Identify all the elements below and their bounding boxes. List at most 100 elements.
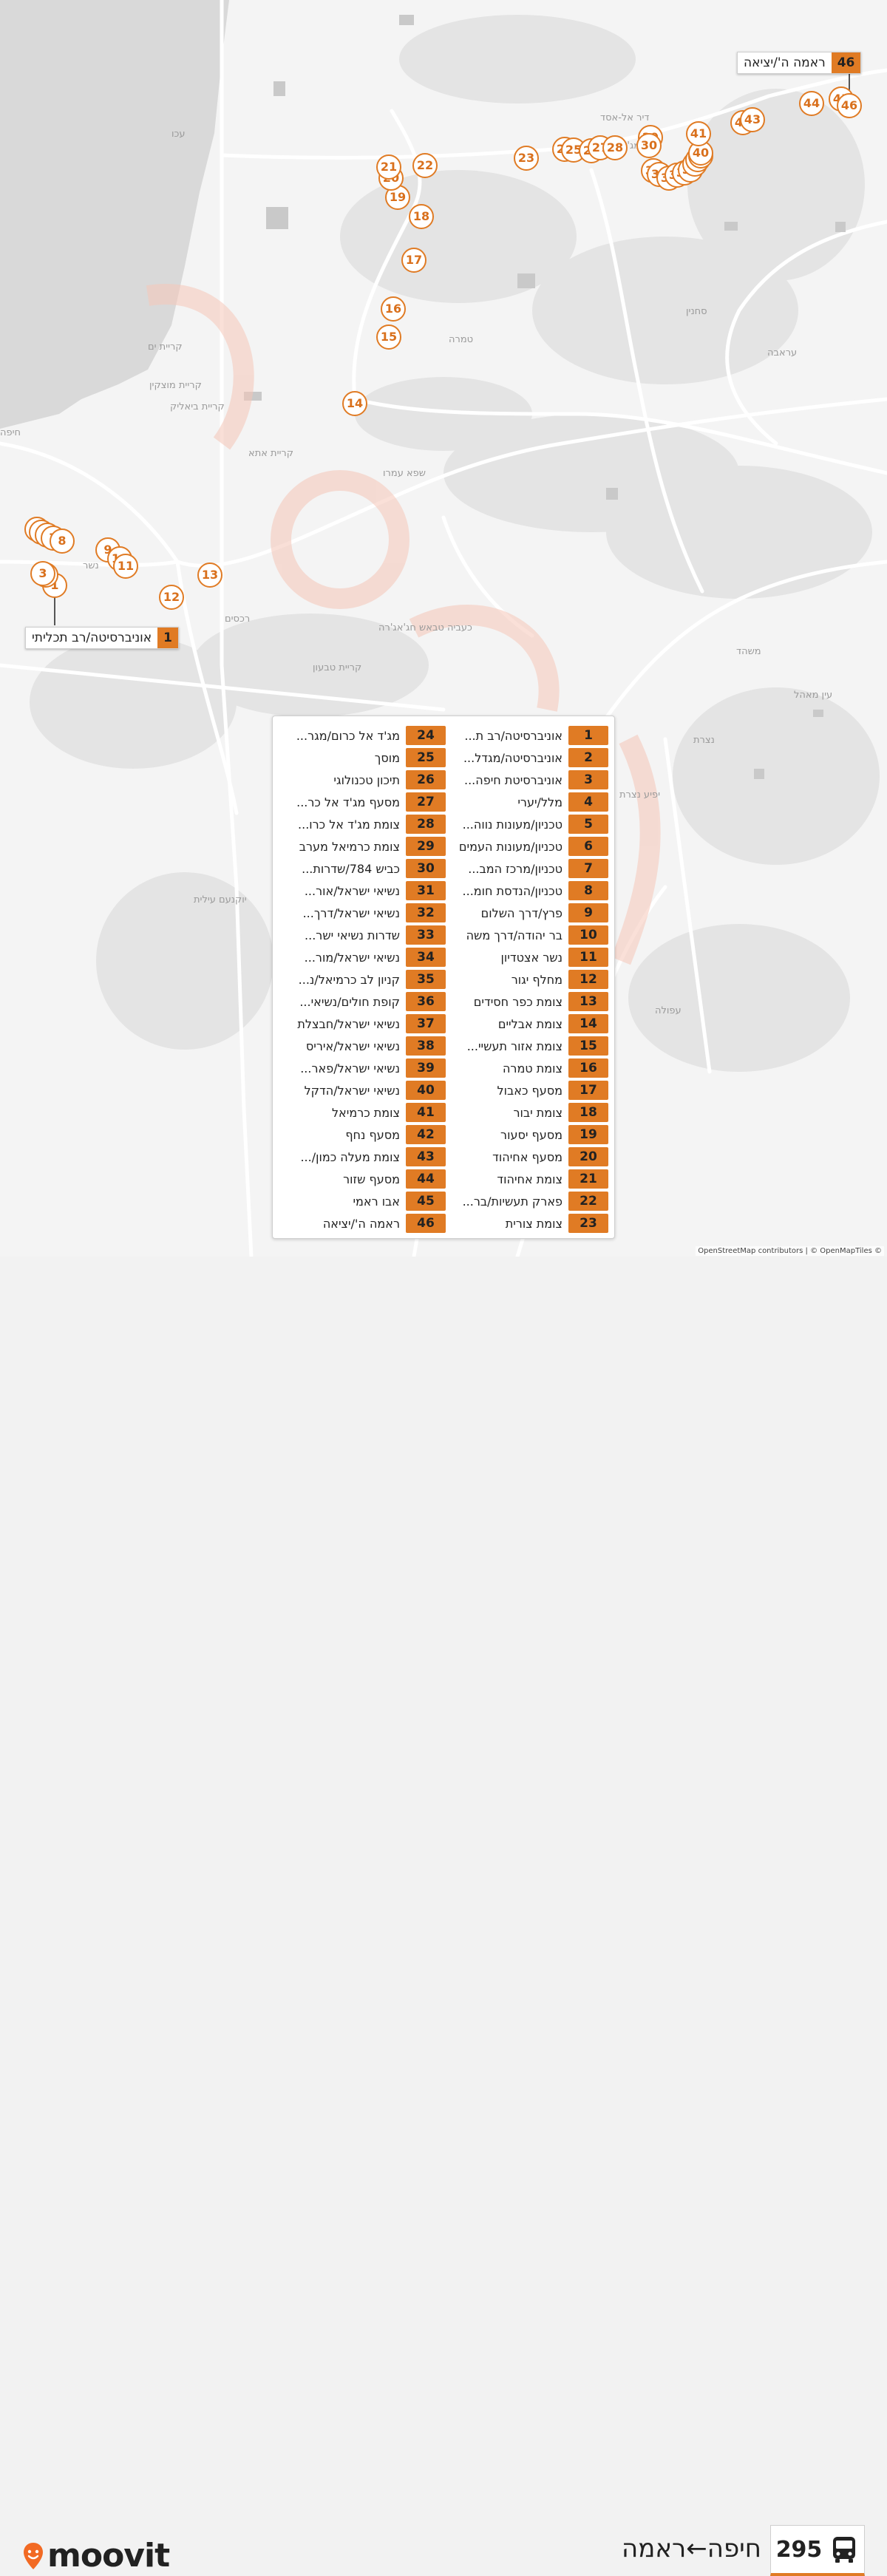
- stop-list-item[interactable]: פארק תעשיות/בר... 22: [441, 1190, 608, 1212]
- stop-marker[interactable]: 21: [376, 154, 401, 180]
- stop-list-item[interactable]: צומת אחיהוד 21: [441, 1168, 608, 1190]
- stop-list-item[interactable]: צומת אבליים 14: [441, 1013, 608, 1035]
- place-label: טמרה: [449, 334, 474, 345]
- stop-marker[interactable]: 46: [837, 93, 862, 118]
- stop-list-item[interactable]: נשיאי ישראל/חבצלת 37: [279, 1013, 446, 1035]
- stop-marker[interactable]: 22: [412, 153, 438, 178]
- stop-name: צומת מעלה כמון/...: [300, 1149, 400, 1164]
- stop-marker[interactable]: 8: [50, 529, 75, 554]
- stop-list-item[interactable]: צומת מעלה כמון/... 43: [279, 1146, 446, 1168]
- stop-number: 25: [406, 748, 446, 767]
- stop-marker[interactable]: 44: [799, 91, 824, 116]
- stop-list-item[interactable]: מסעף אחיהוד 20: [441, 1146, 608, 1168]
- stop-list-item[interactable]: נשיאי ישראל/הדקל 40: [279, 1079, 446, 1101]
- end-stop-callout[interactable]: ראמה ה'/יציאה 46: [737, 52, 862, 74]
- stop-list-item[interactable]: צומת יבור 18: [441, 1101, 608, 1124]
- stop-name: נשיאי ישראל/אור...: [304, 883, 400, 898]
- stop-marker[interactable]: 17: [401, 248, 426, 273]
- stop-list-item[interactable]: צומת כרמיאל 41: [279, 1101, 446, 1124]
- stop-list-item[interactable]: טכניון/מעונות נווה... 5: [441, 813, 608, 835]
- route-map[interactable]: עכו קריית ים קריית מוצקין קריית ביאליק ק…: [0, 0, 887, 1257]
- stop-list-item[interactable]: מסעף נחף 42: [279, 1124, 446, 1146]
- stop-list-item[interactable]: צומת אזור תעשיי... 15: [441, 1035, 608, 1057]
- stop-list-item[interactable]: טכניון/מרכז המב... 7: [441, 857, 608, 880]
- stop-name: מסעף כאבול: [497, 1083, 563, 1098]
- stop-number: 36: [406, 992, 446, 1011]
- stop-list-item[interactable]: בר יהודה/דרך משה 10: [441, 924, 608, 946]
- stop-list-item[interactable]: צומת צורית 23: [441, 1212, 608, 1234]
- stop-list-item[interactable]: מסעף שזור 44: [279, 1168, 446, 1190]
- stop-name: אוניברסיטה/רב ת...: [464, 728, 563, 743]
- stop-marker[interactable]: 14: [342, 391, 367, 416]
- stop-marker[interactable]: 30: [636, 133, 662, 158]
- place-label: קריית ים: [148, 341, 183, 353]
- stop-list-item[interactable]: טכניון/הנדסת חומ... 8: [441, 880, 608, 902]
- stop-marker[interactable]: 18: [409, 204, 434, 229]
- stop-number: 34: [406, 948, 446, 967]
- stop-name: קניון לב כרמיאל/נ...: [298, 972, 400, 987]
- stop-marker[interactable]: 41: [686, 121, 711, 146]
- stop-list-item[interactable]: מלל/יערי 4: [441, 791, 608, 813]
- stop-list-item[interactable]: מסעף מג'ד אל כר... 27: [279, 791, 446, 813]
- stop-number: 39: [406, 1058, 446, 1078]
- stop-number: 16: [568, 1058, 608, 1078]
- stop-number: 32: [406, 903, 446, 922]
- stop-name: שדרות נשיאי ישר...: [305, 928, 400, 942]
- stop-list-item[interactable]: אוניברסיטה/מגדל... 2: [441, 747, 608, 769]
- route-badge[interactable]: 295: [770, 2525, 865, 2576]
- stop-list-item[interactable]: נשר אצטדיון 11: [441, 946, 608, 968]
- stop-marker[interactable]: 23: [514, 146, 539, 171]
- stop-marker[interactable]: 15: [376, 324, 401, 350]
- stop-marker[interactable]: 43: [740, 107, 765, 132]
- place-label: משהד: [736, 646, 761, 657]
- stop-marker[interactable]: 16: [381, 296, 406, 322]
- stop-marker[interactable]: 12: [159, 585, 184, 610]
- stops-column-right-half: מג'ד אל כרום/מגר... 24 מוסך 25 תיכון טכנולוג…: [279, 724, 446, 1234]
- stop-list-item[interactable]: תיכון טכנולוגי 26: [279, 769, 446, 791]
- stop-list-item[interactable]: נשיאי ישראל/דרך... 32: [279, 902, 446, 924]
- stop-list-item[interactable]: מוסך 25: [279, 747, 446, 769]
- stop-list-item[interactable]: צומת מג'ד אל כרו... 28: [279, 813, 446, 835]
- stop-number: 27: [406, 792, 446, 812]
- stop-number: 3: [568, 770, 608, 789]
- place-label: רכסים: [225, 614, 251, 625]
- stop-list-item[interactable]: קניון לב כרמיאל/נ... 35: [279, 968, 446, 990]
- start-stop-callout[interactable]: אוניברסיטה/רב תכליתי 1: [25, 627, 179, 649]
- stop-list-item[interactable]: אוניברסיטת חיפה... 3: [441, 769, 608, 791]
- stop-list-item[interactable]: שדרות נשיאי ישר... 33: [279, 924, 446, 946]
- stop-number: 29: [406, 837, 446, 856]
- stop-marker[interactable]: 3: [30, 561, 55, 586]
- stop-name: טכניון/מעונות נווה...: [462, 817, 563, 832]
- stop-number: 21: [568, 1169, 608, 1189]
- stop-list-item[interactable]: נשיאי ישראל/איריס 38: [279, 1035, 446, 1057]
- stop-list-item[interactable]: אוניברסיטה/רב ת... 1: [441, 724, 608, 747]
- stop-list-item[interactable]: פרץ/דרך השלום 9: [441, 902, 608, 924]
- stop-list-item[interactable]: מסעף כאבול 17: [441, 1079, 608, 1101]
- stop-list-item[interactable]: מחלף יגור 12: [441, 968, 608, 990]
- stop-marker[interactable]: 11: [113, 554, 138, 579]
- stop-list-item[interactable]: כביש 784/שדרות... 30: [279, 857, 446, 880]
- stop-name: נשיאי ישראל/איריס: [305, 1039, 400, 1053]
- stop-list-item[interactable]: נשיאי ישראל/מור... 34: [279, 946, 446, 968]
- moovit-logo[interactable]: moovit: [22, 2537, 170, 2575]
- stop-marker[interactable]: 28: [602, 135, 628, 160]
- stop-number: 2: [568, 748, 608, 767]
- stop-marker[interactable]: 13: [197, 563, 222, 588]
- place-label: כעביה טבאש חג'אג'רה: [378, 622, 472, 633]
- stop-list-item[interactable]: מסעף יסעור 19: [441, 1124, 608, 1146]
- place-label: עראבה: [767, 347, 798, 358]
- stop-name: מחלף יגור: [511, 972, 563, 987]
- stop-number: 44: [406, 1169, 446, 1189]
- map-attribution[interactable]: OpenStreetMap contributors | © OpenMapTi…: [696, 1246, 884, 1256]
- stop-list-item[interactable]: ראמה ה'/יציאה 46: [279, 1212, 446, 1234]
- route-title: חיפה←ראמה: [622, 2534, 761, 2563]
- stop-list-item[interactable]: נשיאי ישראל/פאר... 39: [279, 1057, 446, 1079]
- stop-list-item[interactable]: קופת חולים/נשיאי... 36: [279, 990, 446, 1013]
- stop-list-item[interactable]: טכניון/מעונות העמים 6: [441, 835, 608, 857]
- stop-list-item[interactable]: אבו ראמי 45: [279, 1190, 446, 1212]
- stop-list-item[interactable]: צומת כפר חסידים 13: [441, 990, 608, 1013]
- stop-list-item[interactable]: צומת טמרה 16: [441, 1057, 608, 1079]
- stop-list-item[interactable]: נשיאי ישראל/אור... 31: [279, 880, 446, 902]
- stop-list-item[interactable]: מג'ד אל כרום/מגר... 24: [279, 724, 446, 747]
- stop-list-item[interactable]: צומת כרמיאל מערב 29: [279, 835, 446, 857]
